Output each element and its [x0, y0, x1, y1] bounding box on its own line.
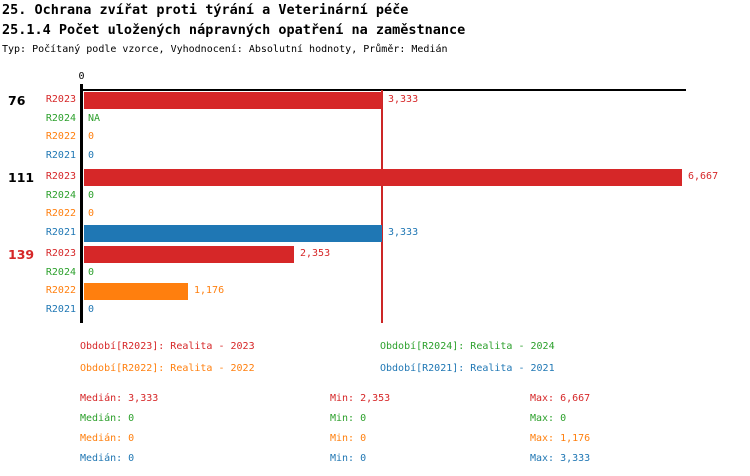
x-axis-line: [81, 89, 686, 91]
bar: [84, 169, 682, 186]
legend-item: Období[R2023]: Realita - 2023: [80, 341, 255, 352]
legend-item: Období[R2021]: Realita - 2021: [380, 363, 555, 374]
y-axis-line: [80, 84, 83, 323]
series-row-label: R2023: [45, 171, 76, 182]
series-row-label: R2022: [45, 131, 76, 142]
series-row-label: R2022: [45, 285, 76, 296]
stat-min: Min: 0: [330, 453, 367, 464]
bar-value-label: 3,333: [388, 227, 419, 238]
bar-value-label: 1,176: [194, 285, 225, 296]
bar: [84, 283, 188, 300]
bar-value-label: 0: [88, 267, 95, 278]
legend-item: Období[R2024]: Realita - 2024: [380, 341, 555, 352]
stat-min: Min: 0: [330, 433, 367, 444]
stat-median: Medián: 0: [80, 413, 135, 424]
bar-value-label: 2,353: [300, 248, 331, 259]
group-label: 76: [8, 93, 26, 108]
bar-value-label: 0: [88, 150, 95, 161]
series-row-label: R2021: [45, 227, 76, 238]
stat-max: Max: 3,333: [530, 453, 591, 464]
series-row-label: R2024: [45, 267, 76, 278]
group-label: 111: [8, 170, 35, 185]
bar-value-label: 3,333: [388, 94, 419, 105]
series-row-label: R2021: [45, 150, 76, 161]
group-label: 139: [8, 247, 35, 262]
bar: [84, 246, 294, 263]
series-row-label: R2024: [45, 190, 76, 201]
stat-max: Max: 6,667: [530, 393, 591, 404]
bar: [84, 225, 382, 242]
bar-value-label: 0: [88, 208, 95, 219]
page-subtitle: 25.1.4 Počet uložených nápravných opatře…: [2, 22, 466, 38]
series-row-label: R2024: [45, 113, 76, 124]
stat-max: Max: 0: [530, 413, 567, 424]
stat-median: Medián: 3,333: [80, 393, 159, 404]
bar: [84, 92, 382, 109]
bar-value-label: 0: [88, 304, 95, 315]
bar-value-label: 0: [88, 131, 95, 142]
series-row-label: R2022: [45, 208, 76, 219]
stat-max: Max: 1,176: [530, 433, 591, 444]
series-row-label: R2021: [45, 304, 76, 315]
bar-value-label: NA: [88, 113, 101, 124]
stat-min: Min: 2,353: [330, 393, 391, 404]
page-meta: Typ: Počítaný podle vzorce, Vyhodnocení:…: [2, 44, 448, 55]
page-title: 25. Ochrana zvířat proti týrání a Veteri…: [2, 2, 409, 18]
median-reference-line: [381, 90, 383, 323]
bar-value-label: 6,667: [688, 171, 719, 182]
bar-value-label: 0: [88, 190, 95, 201]
stat-median: Medián: 0: [80, 433, 135, 444]
series-row-label: R2023: [45, 94, 76, 105]
series-row-label: R2023: [45, 248, 76, 259]
axis-zero-tick-label: 0: [78, 71, 85, 82]
stat-min: Min: 0: [330, 413, 367, 424]
legend-item: Období[R2022]: Realita - 2022: [80, 363, 255, 374]
stat-median: Medián: 0: [80, 453, 135, 464]
